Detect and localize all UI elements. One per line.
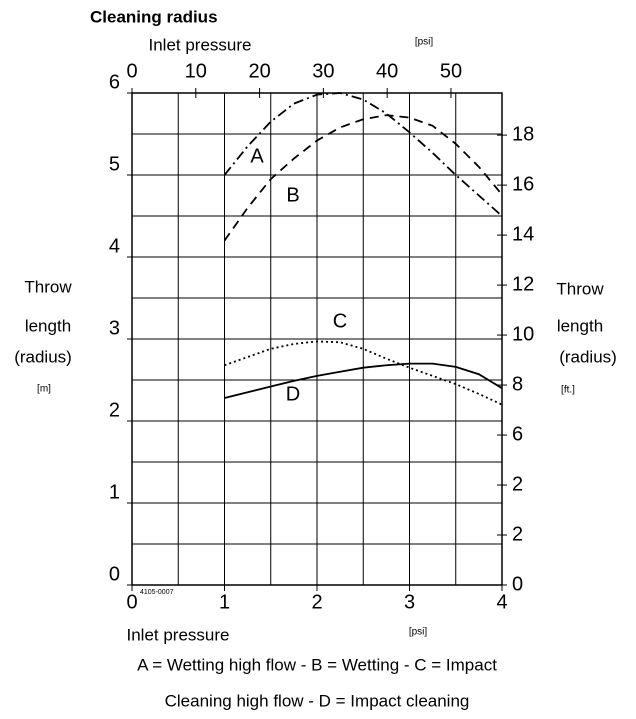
y2-tick-label: 2 (512, 473, 523, 495)
y2-tick-label: 10 (512, 323, 534, 345)
y2-tick-label: 18 (512, 123, 534, 145)
series-line (224, 362, 503, 399)
x-unit: [psi] (409, 627, 428, 638)
x2-tick-label: 0 (126, 60, 137, 82)
x-tick-label: 3 (404, 591, 415, 613)
y2-tick-label: 6 (512, 423, 523, 445)
x-tick-label: 4 (496, 591, 507, 613)
chart-title: Cleaning radius (90, 7, 218, 26)
x-tick-label: 2 (311, 591, 322, 613)
x2-tick-label: 10 (185, 60, 207, 82)
y2-tick-label: 8 (512, 373, 523, 395)
y2-tick-label: 2 (512, 523, 523, 545)
y-tick-label: 3 (109, 317, 120, 339)
legend-text: Cleaning high flow - D = Impact cleaning (165, 691, 470, 710)
x2-tick-label: 30 (312, 60, 334, 82)
y-tick-label: 2 (109, 399, 120, 421)
y-tick-label: 4 (109, 235, 120, 257)
y-tick-label: 0 (109, 563, 120, 585)
x2-label: Inlet pressure (149, 35, 252, 54)
series-line (223, 114, 503, 242)
y2-label: Throw (556, 279, 604, 298)
y-label: Throw (24, 277, 72, 296)
y2-tick-label: 12 (512, 273, 534, 295)
x-tick-label: 1 (219, 591, 230, 613)
series-label: C (333, 310, 347, 332)
y-unit: [m] (37, 384, 51, 395)
series-label: A (250, 145, 264, 167)
y2-label: (radius) (559, 347, 617, 366)
y2-tick-label: 16 (512, 173, 534, 195)
y2-label: length (557, 316, 603, 335)
x2-tick-label: 20 (248, 60, 270, 82)
y2-tick-label: 0 (512, 573, 523, 595)
series-label: B (286, 184, 299, 206)
y2-unit: [ft.] (561, 385, 575, 396)
x2-unit: [psi] (415, 37, 434, 48)
code-label: 4105-0007 (140, 589, 174, 596)
y2-tick-label: 14 (512, 223, 534, 245)
y-label: (radius) (14, 347, 72, 366)
series-label: D (286, 383, 300, 405)
x2-tick-label: 50 (440, 60, 462, 82)
x-label: Inlet pressure (127, 625, 230, 644)
x2-tick-label: 40 (376, 60, 398, 82)
y-tick-label: 1 (109, 481, 120, 503)
legend-text: A = Wetting high flow - B = Wetting - C … (137, 655, 497, 674)
x-tick-label: 0 (126, 591, 137, 613)
y-label: length (25, 316, 71, 335)
y-tick-label: 5 (109, 153, 120, 175)
y-tick-label: 6 (109, 71, 120, 93)
